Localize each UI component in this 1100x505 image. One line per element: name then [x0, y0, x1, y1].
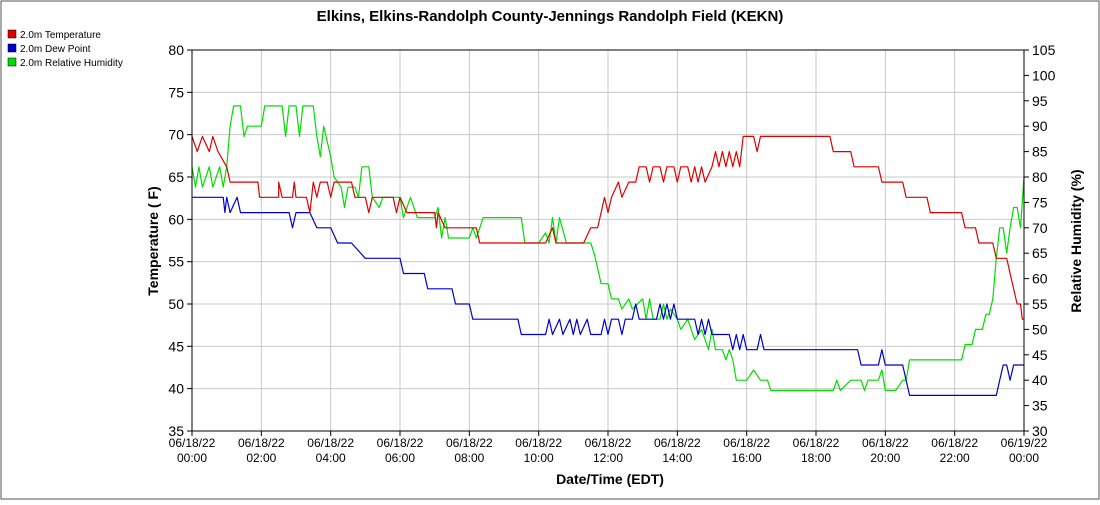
y2-tick-label: 90 [1032, 118, 1048, 134]
x-tick-label-date: 06/18/22 [238, 436, 285, 450]
y2-tick-label: 60 [1032, 271, 1048, 287]
legend-label: 2.0m Dew Point [20, 44, 91, 55]
y2-tick-label: 55 [1032, 296, 1048, 312]
y2-tick-label: 95 [1032, 93, 1048, 109]
chart-title: Elkins, Elkins-Randolph County-Jennings … [317, 8, 784, 25]
legend-label: 2.0m Relative Humidity [20, 58, 123, 69]
x-tick-label-time: 00:00 [177, 451, 207, 465]
y-tick-label: 75 [168, 84, 184, 100]
x-tick-label-date: 06/18/22 [585, 436, 632, 450]
axes-layer: 06/18/2200:0006/18/2202:0006/18/2204:000… [168, 42, 1055, 465]
x-axis-label: Date/Time (EDT) [556, 471, 664, 487]
x-tick-label-time: 04:00 [316, 451, 346, 465]
series-layer [191, 105, 1025, 396]
x-tick-label-time: 00:00 [1009, 451, 1039, 465]
legend-swatch [7, 29, 17, 39]
y2-axis-label: Relative Humidity (%) [1068, 169, 1084, 312]
x-tick-label-time: 22:00 [940, 451, 970, 465]
x-tick-label-time: 18:00 [801, 451, 831, 465]
y-axis-label: Temperature ( F) [145, 186, 161, 295]
y-tick-label: 45 [168, 338, 184, 354]
x-tick-label-date: 06/18/22 [377, 436, 424, 450]
x-tick-label-time: 10:00 [524, 451, 554, 465]
legend-label: 2.0m Temperature [20, 30, 101, 41]
y-tick-label: 55 [168, 254, 184, 270]
y2-tick-label: 40 [1032, 372, 1048, 388]
series-line-2-0m-dew-point [192, 196, 1024, 396]
legend: 2.0m Temperature 2.0m Dew Point 2.0m Relat… [7, 29, 123, 69]
y2-tick-label: 105 [1032, 42, 1056, 58]
x-tick-label-date: 06/18/22 [654, 436, 701, 450]
x-tick-label-date: 06/18/22 [169, 436, 216, 450]
x-tick-label-date: 06/18/22 [931, 436, 978, 450]
y2-tick-label: 50 [1032, 321, 1048, 337]
x-tick-label-time: 06:00 [385, 451, 415, 465]
x-tick-label-date: 06/18/22 [793, 436, 840, 450]
series-line-2-0m-temperature [191, 135, 1024, 320]
series-line-2-0m-relative-humidity [191, 105, 1025, 391]
x-tick-label-date: 06/19/22 [1001, 436, 1048, 450]
y2-tick-label: 75 [1032, 194, 1048, 210]
y-tick-label: 35 [168, 423, 184, 439]
x-tick-label-time: 02:00 [246, 451, 276, 465]
x-tick-label-date: 06/18/22 [723, 436, 770, 450]
y-tick-label: 40 [168, 381, 184, 397]
y-tick-label: 65 [168, 169, 184, 185]
x-tick-label-time: 08:00 [454, 451, 484, 465]
y2-tick-label: 30 [1032, 423, 1048, 439]
x-tick-label-time: 14:00 [662, 451, 692, 465]
x-tick-label-date: 06/18/22 [446, 436, 493, 450]
y2-tick-label: 45 [1032, 347, 1048, 363]
y2-tick-label: 85 [1032, 144, 1048, 160]
y2-tick-label: 35 [1032, 398, 1048, 414]
y2-tick-label: 80 [1032, 169, 1048, 185]
y-tick-label: 80 [168, 42, 184, 58]
x-tick-label-date: 06/18/22 [307, 436, 354, 450]
x-tick-label-date: 06/18/22 [515, 436, 562, 450]
legend-swatch [7, 43, 17, 53]
x-tick-label-time: 20:00 [870, 451, 900, 465]
x-tick-label-date: 06/18/22 [862, 436, 909, 450]
y2-tick-label: 70 [1032, 220, 1048, 236]
y-tick-label: 70 [168, 127, 184, 143]
y2-tick-label: 100 [1032, 67, 1056, 83]
y-tick-label: 60 [168, 211, 184, 227]
legend-swatch [7, 57, 17, 67]
x-tick-label-time: 16:00 [732, 451, 762, 465]
y2-tick-label: 65 [1032, 245, 1048, 261]
x-tick-label-time: 12:00 [593, 451, 623, 465]
y-tick-label: 50 [168, 296, 184, 312]
